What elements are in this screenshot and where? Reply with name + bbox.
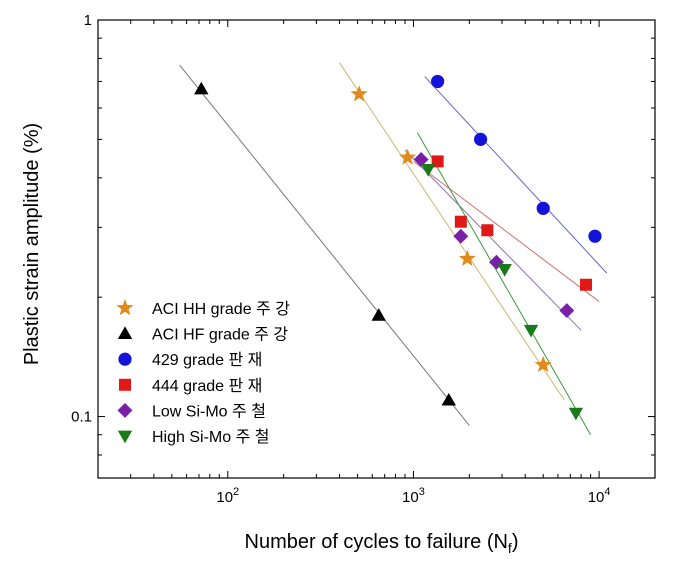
fit-line-444-grade [413,160,600,302]
data-point-low-si-mo [559,303,575,319]
legend-label-444-grade: 444 grade 판 재 [152,377,262,395]
data-point-low-si-mo [413,152,429,167]
x-tick-label: 102 [216,486,239,506]
fit-line-429-grade [424,76,608,274]
legend-marker-high-si-mo [117,430,133,444]
x-axis-title-subscript: f [508,540,512,556]
data-point-high-si-mo [568,407,584,421]
data-point-high-si-mo [497,264,512,277]
x-tick-label: 103 [402,486,425,506]
legend: ACI HH grade 주 강 ACI HF grade 주 강 429 grad… [116,299,290,446]
y-axis-title: Plastic strain amplitude (%) [21,123,43,365]
fit-line-aci-hf-grade [179,64,470,426]
data-point-444-grade [481,224,494,237]
legend-label-429-grade: 429 grade 판 재 [152,351,262,369]
data-point-aci-hh-grade [350,85,368,102]
legend-marker-aci-hh-grade [116,299,134,316]
data-point-aci-hf-grade [371,308,386,321]
data-point-444-grade [580,278,593,291]
data-point-aci-hf-grade [441,392,456,406]
data-point-high-si-mo [420,164,436,177]
x-axis-title: Number of cycles to failure (Nf) [245,531,519,556]
legend-label-aci-hf-grade: ACI HF grade 주 강 [152,326,288,344]
y-tick-label: 1 [84,12,92,29]
data-point-low-si-mo [453,228,469,244]
plot-frame [97,19,656,479]
fit-line-high-si-mo [416,132,592,435]
data-point-429-grade [431,74,445,89]
data-point-444-grade [454,215,467,228]
data-point-429-grade [588,229,602,243]
legend-label-aci-hh-grade: ACI HH grade 주 강 [152,300,290,318]
data-point-429-grade [536,201,550,215]
fit-line-aci-hh-grade [339,62,565,401]
legend-marker-aci-hf-grade [117,326,133,339]
data-point-429-grade [474,132,488,146]
axis-ticks: 102 103 104 0.1 1 [71,12,656,506]
data-point-high-si-mo [523,324,539,338]
legend-marker-429-grade [118,352,132,366]
legend-marker-444-grade [119,378,131,391]
fit-line-low-si-mo [404,149,582,331]
data-point-aci-hh-grade [458,249,476,267]
data-markers [194,74,602,421]
y-tick-label: 0.1 [71,409,92,426]
data-point-aci-hh-grade [399,148,417,165]
x-tick-label: 104 [588,486,611,506]
fit-lines [179,62,608,435]
legend-label-low-si-mo: Low Si-Mo 주 철 [152,402,266,420]
data-point-aci-hf-grade [194,81,209,95]
x-axis-title-main: Number of cycles to failure (N [245,531,508,553]
legend-label-high-si-mo: High Si-Mo 주 철 [152,428,269,446]
x-axis-title-close: ) [512,531,519,553]
legend-marker-low-si-mo [117,402,133,418]
data-point-aci-hh-grade [534,355,552,373]
